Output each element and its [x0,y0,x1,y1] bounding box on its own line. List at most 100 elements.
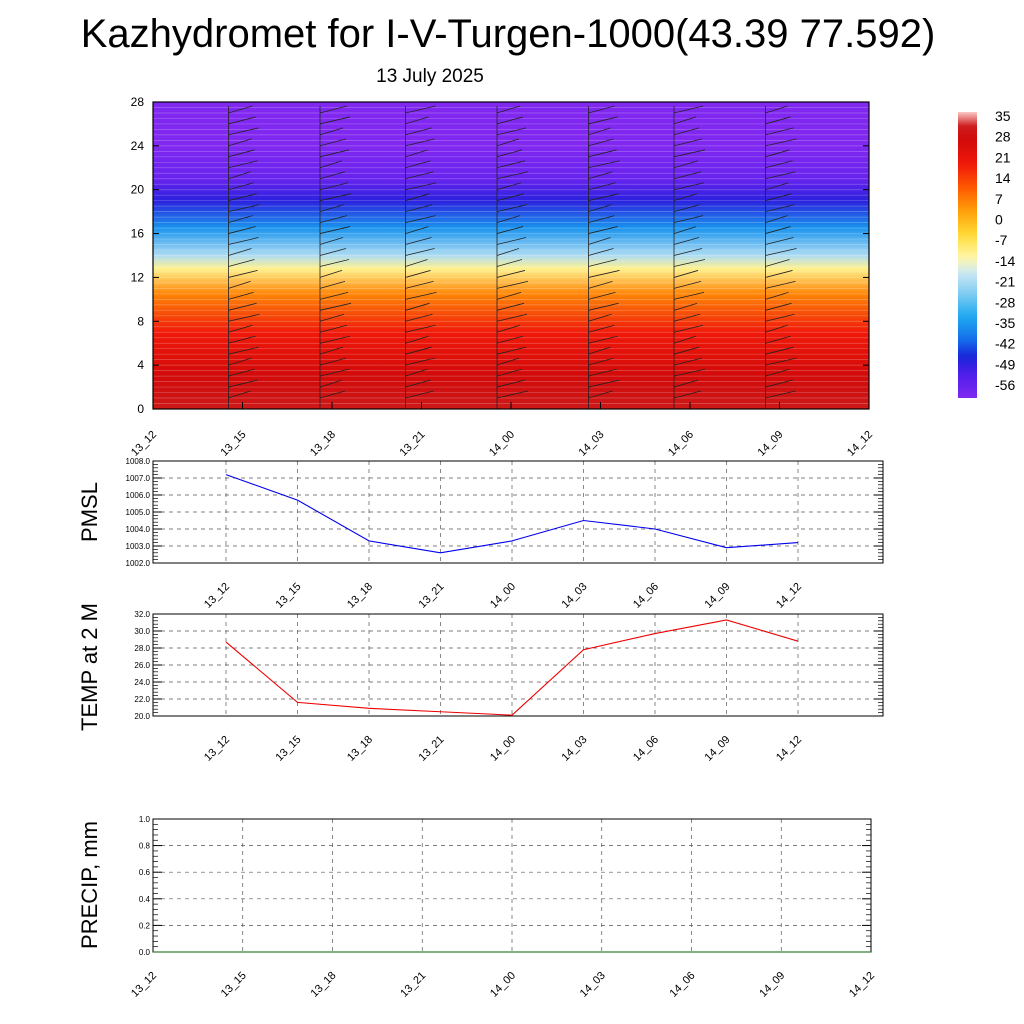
wind-barb [765,226,791,234]
wind-barb [588,160,620,169]
colorbar-label: -42 [995,336,1015,352]
colorbar-label: 7 [995,191,1003,207]
contour-line [152,309,870,312]
contour-line [152,320,870,322]
wind-barb [765,379,793,388]
wind-barb [405,313,433,322]
wind-barb [673,390,702,399]
wind-barb [588,379,620,388]
x-tick-label: 13_12 [202,734,232,764]
wind-barb [588,357,614,366]
wind-barb [673,270,699,278]
wind-barb [405,116,429,125]
panel-frame [152,460,884,564]
wind-barb [319,302,352,311]
wind-barb [588,182,616,191]
wind-barb [496,281,529,289]
wind-barb [496,346,527,355]
contour-line [152,364,870,366]
wind-barb [228,204,260,213]
wind-barb [405,204,433,213]
wind-barb [673,171,702,180]
wind-barb [673,204,701,213]
wind-barb [319,335,351,344]
wind-barb [319,281,346,289]
x-tick-label: 14_03 [578,970,608,1000]
wind-barb [765,171,796,180]
wind-barb [765,138,797,147]
wind-barb [405,226,429,234]
wind-barb [319,160,343,169]
wind-barb [765,368,790,377]
wind-barb [496,248,520,256]
wind-barb [319,346,344,355]
wind-barb [405,291,437,300]
wind-barb [588,335,618,344]
x-tick-label: 14_03 [560,581,590,611]
wind-barb [765,127,794,136]
wind-barb [228,160,258,169]
wind-barb [319,313,345,322]
wind-barb [673,291,705,300]
contour-line [152,128,870,131]
wind-barb [496,324,521,333]
wind-barb [588,215,615,223]
wind-barb [405,259,428,267]
contour-line [152,391,870,394]
contour-line [152,156,870,158]
x-tick-label: 14_12 [845,429,875,459]
y-tick-label: 4 [137,358,144,372]
wind-barb [405,346,432,355]
contour-line [152,123,870,125]
wind-barb [588,291,616,300]
wind-barb [496,270,526,278]
x-tick-label: 13_12 [129,429,159,459]
colorbar-label: -56 [995,377,1015,393]
wind-barb [673,193,698,202]
wind-barb [765,182,789,191]
y-tick-label: 0.2 [139,921,151,930]
x-tick-label: 14_09 [757,970,787,1000]
y-tick-label: 20 [131,183,145,197]
wind-barb [228,237,259,245]
wind-barb [765,313,795,322]
wind-barb [228,171,251,180]
wind-barb [673,368,706,377]
wind-barb [228,105,253,114]
chart-title: Kazhydromet for I-V-Turgen-1000(43.39 77… [80,12,936,56]
wind-barb [319,379,343,388]
wind-barb [405,281,434,289]
wind-barb [588,138,614,147]
y-tick-label: 0.0 [139,948,151,957]
wind-barb [228,281,251,289]
x-tick-label: 14_03 [560,734,590,764]
wind-barb [765,237,794,245]
colorbar-label: -49 [995,356,1015,372]
contour-line [152,216,870,218]
x-tick-label: 14_09 [703,581,733,611]
wind-barb [588,346,611,355]
wind-barb [405,127,432,136]
wind-barb [673,215,704,223]
y-tick-label: 0.4 [139,895,151,904]
contour-line [152,161,870,164]
contour-line [152,293,870,295]
wind-barb [496,335,524,344]
contour-line [152,189,870,191]
colorbar: 35 28 21 14 7 0 -7 -14 -21 -28 -35 -42 -49 -56 [958,108,1015,398]
wind-barb [673,346,700,355]
pmsl-series-line [225,474,799,554]
contour-line [152,282,870,284]
y-tick-label: 1002.0 [126,559,151,568]
wind-barb [673,149,706,158]
contour-line [152,238,870,240]
wind-barb [765,149,790,158]
wind-barb [673,302,698,311]
wind-barb [588,116,618,125]
wind-barb [588,105,615,114]
wind-barb [588,259,617,267]
y-tick-label: 1.0 [139,815,151,824]
contour-line [152,134,870,136]
contour-line [152,402,870,405]
wind-barb [673,105,704,114]
